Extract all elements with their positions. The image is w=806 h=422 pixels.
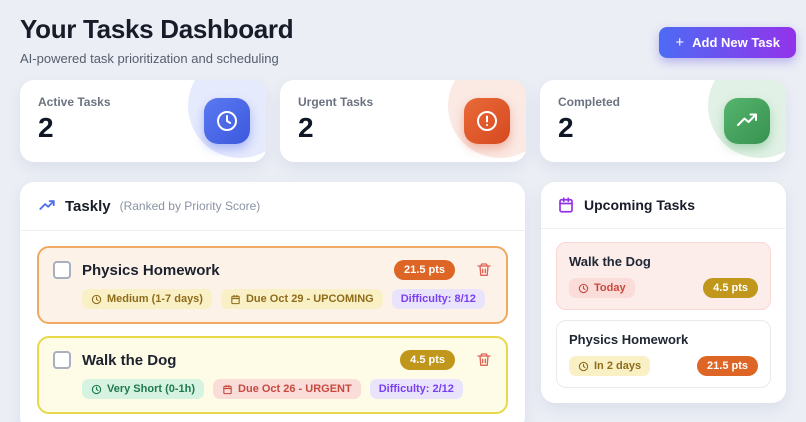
duration-badge: Very Short (0-1h) <box>82 379 205 399</box>
upcoming-item-row: Today 4.5 pts <box>569 278 758 298</box>
trash-icon <box>477 353 491 366</box>
badge-label: Very Short (0-1h) <box>107 383 196 395</box>
upcoming-tasks-panel: Upcoming Tasks Walk the Dog Today 4.5 pt… <box>541 182 786 403</box>
duration-badge: Medium (1-7 days) <box>82 289 212 309</box>
due-date-badge: Due Oct 26 - URGENT <box>213 379 361 399</box>
stat-card-active-tasks: Active Tasks 2 <box>20 80 266 162</box>
stat-value: 2 <box>558 112 574 143</box>
difficulty-badge: Difficulty: 2/12 <box>369 379 463 399</box>
badge-label: Difficulty: 2/12 <box>378 383 454 395</box>
taskly-subtitle: (Ranked by Priority Score) <box>119 199 261 213</box>
stats-row: Active Tasks 2 Urgent Tasks 2 Completed … <box>20 80 786 162</box>
trash-icon <box>477 263 491 276</box>
due-date-badge: Due Oct 29 - UPCOMING <box>220 289 383 309</box>
upcoming-item-physics-homework: Physics Homework In 2 days 21.5 pts <box>556 320 771 388</box>
task-checkbox[interactable] <box>53 351 71 369</box>
trending-up-icon <box>724 98 770 144</box>
badge-label: Due Oct 26 - URGENT <box>238 383 352 395</box>
add-new-task-label: Add New Task <box>692 35 780 50</box>
task-card-walk-the-dog: Walk the Dog 4.5 pts Very Short (0-1h) <box>37 336 508 414</box>
calendar-icon <box>223 384 232 394</box>
taskly-panel: Taskly (Ranked by Priority Score) Physic… <box>20 182 525 422</box>
upcoming-item-row: In 2 days 21.5 pts <box>569 356 758 376</box>
stat-label: Completed <box>558 95 621 109</box>
upcoming-item-walk-the-dog: Walk the Dog Today 4.5 pts <box>556 242 771 310</box>
task-title: Physics Homework <box>82 261 220 279</box>
clock-icon <box>578 361 589 371</box>
delete-task-button[interactable] <box>476 352 492 368</box>
upcoming-title: Upcoming Tasks <box>584 197 695 213</box>
calendar-icon <box>231 294 240 304</box>
stat-card-completed: Completed 2 <box>540 80 786 162</box>
points-badge: 4.5 pts <box>703 278 758 298</box>
plus-icon: + <box>675 34 685 51</box>
badge-label: Medium (1-7 days) <box>107 293 203 305</box>
taskly-title: Taskly <box>65 197 111 215</box>
clock-icon <box>91 294 102 304</box>
alert-icon <box>464 98 510 144</box>
main-content: Taskly (Ranked by Priority Score) Physic… <box>20 182 786 422</box>
page-header: Your Tasks Dashboard AI-powered task pri… <box>20 14 796 66</box>
stat-label: Urgent Tasks <box>298 95 374 109</box>
points-badge: 4.5 pts <box>400 350 455 370</box>
upcoming-item-title: Walk the Dog <box>569 254 651 269</box>
taskly-panel-header: Taskly (Ranked by Priority Score) <box>20 182 525 231</box>
delete-task-button[interactable] <box>476 262 492 278</box>
calendar-icon <box>559 197 573 213</box>
badge-label: Difficulty: 8/12 <box>400 293 476 305</box>
difficulty-badge: Difficulty: 8/12 <box>391 289 485 309</box>
task-title: Walk the Dog <box>82 351 177 369</box>
task-row: Walk the Dog 4.5 pts <box>53 350 492 370</box>
clock-icon <box>91 384 102 394</box>
badge-label: In 2 days <box>594 360 642 372</box>
trending-up-icon <box>39 200 55 210</box>
page-subtitle: AI-powered task prioritization and sched… <box>20 51 279 66</box>
badge-label: Today <box>594 282 626 294</box>
page-title: Your Tasks Dashboard <box>20 14 294 44</box>
task-list: Physics Homework 21.5 pts Medium (1-7 da… <box>20 231 525 422</box>
task-row: Physics Homework 21.5 pts <box>53 260 492 280</box>
add-new-task-button[interactable]: + Add New Task <box>659 27 796 58</box>
task-card-physics-homework: Physics Homework 21.5 pts Medium (1-7 da… <box>37 246 508 324</box>
stat-value: 2 <box>298 112 314 143</box>
points-badge: 21.5 pts <box>394 260 455 280</box>
clock-icon <box>578 283 589 293</box>
badge-label: Due Oct 29 - UPCOMING <box>245 293 374 305</box>
due-badge: In 2 days <box>569 356 651 376</box>
task-checkbox[interactable] <box>53 261 71 279</box>
stat-value: 2 <box>38 112 54 143</box>
stat-card-urgent-tasks: Urgent Tasks 2 <box>280 80 526 162</box>
upcoming-item-title: Physics Homework <box>569 332 689 347</box>
stat-label: Active Tasks <box>38 95 111 109</box>
upcoming-list: Walk the Dog Today 4.5 pts Physics Homew… <box>541 229 786 403</box>
task-badges: Medium (1-7 days) Due Oct 29 - UPCOMING … <box>82 289 492 309</box>
clock-icon <box>204 98 250 144</box>
due-badge: Today <box>569 278 635 298</box>
points-badge: 21.5 pts <box>697 356 758 376</box>
upcoming-panel-header: Upcoming Tasks <box>541 182 786 229</box>
task-badges: Very Short (0-1h) Due Oct 26 - URGENT Di… <box>82 379 492 399</box>
